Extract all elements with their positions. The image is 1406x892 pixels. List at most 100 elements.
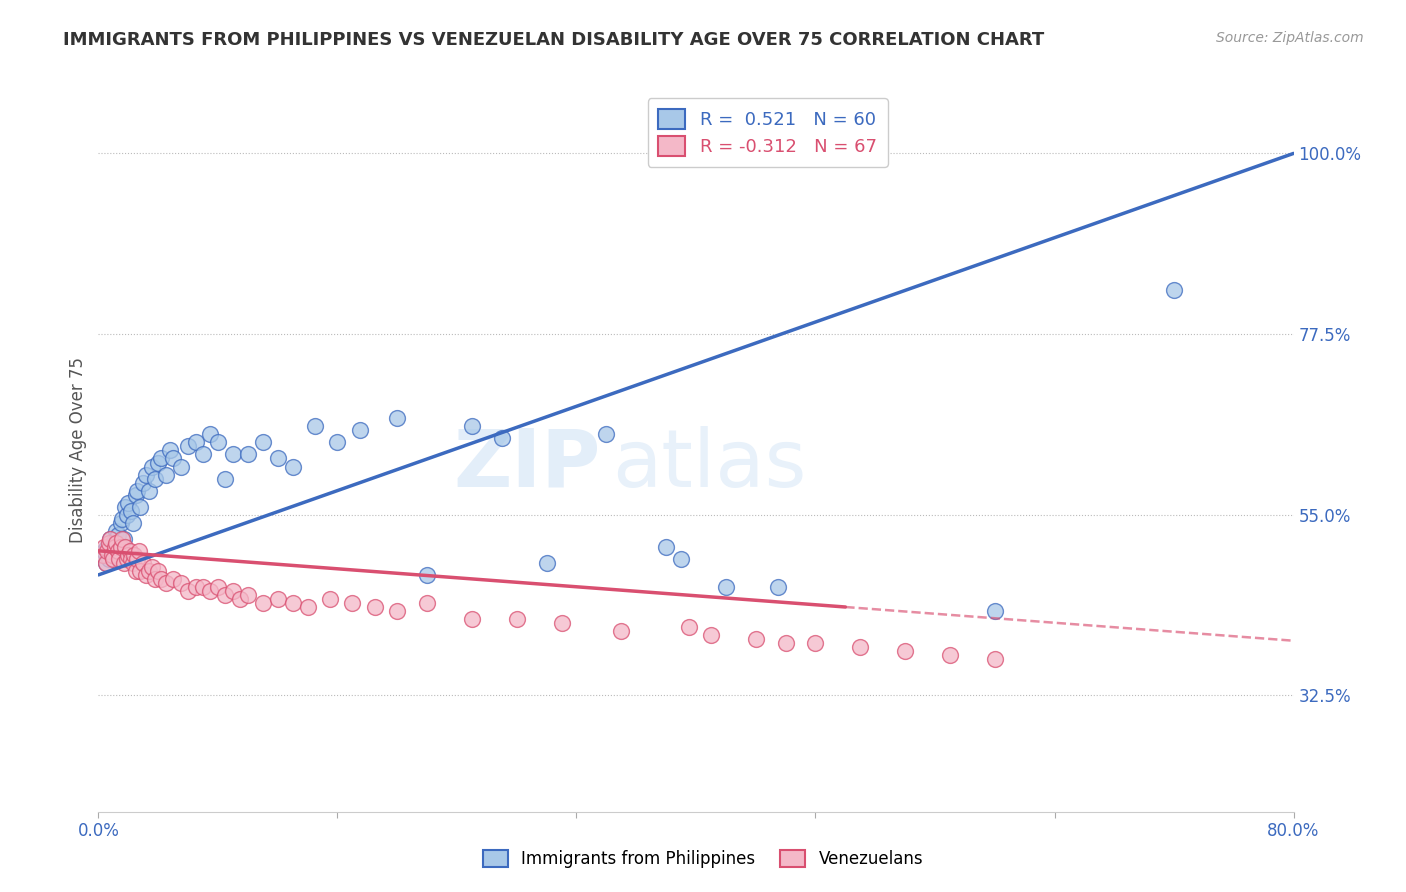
Point [148, 564, 170, 578]
Point [200, 584, 222, 599]
Point [98, 532, 122, 546]
Point [267, 451, 290, 466]
Point [114, 540, 136, 554]
Point [112, 532, 135, 546]
Point [177, 584, 200, 599]
Point [114, 500, 136, 514]
Legend: R =  0.521   N = 60, R = -0.312   N = 67: R = 0.521 N = 60, R = -0.312 N = 67 [648, 98, 887, 167]
Point [775, 636, 797, 650]
Point [984, 604, 1007, 618]
Point [207, 580, 229, 594]
Point [111, 511, 134, 525]
Point [143, 572, 166, 586]
Point [96, 544, 118, 558]
Point [939, 648, 962, 663]
Point [766, 580, 789, 594]
Point [96, 540, 118, 554]
Point [112, 556, 135, 570]
Point [108, 540, 131, 554]
Point [804, 636, 827, 650]
Point [94, 556, 117, 570]
Point [169, 459, 191, 474]
Point [229, 592, 252, 607]
Point [304, 419, 326, 434]
Point [385, 411, 409, 425]
Point [610, 624, 633, 639]
Point [128, 544, 150, 558]
Point [342, 596, 364, 610]
Point [93, 544, 115, 558]
Point [117, 496, 139, 510]
Point [267, 592, 290, 607]
Point [125, 564, 148, 578]
Point [214, 472, 236, 486]
Point [129, 564, 152, 578]
Point [91, 548, 114, 562]
Point [115, 508, 138, 522]
Point [117, 548, 139, 562]
Point [281, 596, 304, 610]
Point [162, 451, 184, 466]
Point [107, 528, 129, 542]
Point [191, 580, 214, 594]
Point [169, 576, 191, 591]
Point [155, 467, 177, 482]
Point [655, 540, 678, 554]
Point [104, 540, 127, 554]
Legend: Immigrants from Philippines, Venezuelans: Immigrants from Philippines, Venezuelans [477, 843, 929, 875]
Point [669, 551, 692, 566]
Point [107, 544, 129, 558]
Point [461, 612, 484, 626]
Point [281, 459, 304, 474]
Point [252, 435, 274, 450]
Point [150, 572, 173, 586]
Point [461, 419, 484, 434]
Point [138, 564, 160, 578]
Point [135, 568, 157, 582]
Point [141, 459, 163, 474]
Point [214, 588, 236, 602]
Text: Source: ZipAtlas.com: Source: ZipAtlas.com [1216, 31, 1364, 45]
Point [849, 640, 872, 655]
Point [127, 483, 149, 498]
Point [93, 540, 115, 554]
Point [416, 568, 439, 582]
Point [120, 503, 142, 517]
Text: IMMIGRANTS FROM PHILIPPINES VS VENEZUELAN DISABILITY AGE OVER 75 CORRELATION CHA: IMMIGRANTS FROM PHILIPPINES VS VENEZUELA… [63, 31, 1045, 49]
Point [120, 551, 142, 566]
Point [191, 448, 214, 462]
Point [121, 556, 143, 570]
Point [103, 535, 125, 549]
Point [98, 532, 122, 546]
Point [110, 540, 132, 554]
Text: atlas: atlas [613, 425, 807, 504]
Point [155, 576, 177, 591]
Point [385, 604, 409, 618]
Point [105, 535, 128, 549]
Point [200, 427, 222, 442]
Point [416, 596, 439, 610]
Point [700, 628, 723, 642]
Point [150, 451, 173, 466]
Point [236, 448, 259, 462]
Point [319, 592, 342, 607]
Point [141, 560, 163, 574]
Point [252, 596, 274, 610]
Point [222, 584, 245, 599]
Point [894, 644, 917, 658]
Point [94, 556, 117, 570]
Point [714, 580, 737, 594]
Point [349, 424, 371, 438]
Point [101, 548, 124, 562]
Point [132, 475, 155, 490]
Point [984, 652, 1007, 666]
Point [678, 620, 700, 634]
Point [97, 551, 120, 566]
Point [108, 551, 131, 566]
Point [105, 524, 128, 538]
Point [135, 467, 157, 482]
Point [101, 544, 124, 558]
Point [159, 443, 181, 458]
Point [124, 548, 146, 562]
Point [129, 500, 152, 514]
